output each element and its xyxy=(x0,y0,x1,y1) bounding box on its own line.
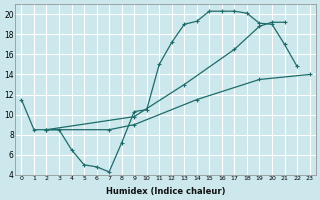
X-axis label: Humidex (Indice chaleur): Humidex (Indice chaleur) xyxy=(106,187,225,196)
